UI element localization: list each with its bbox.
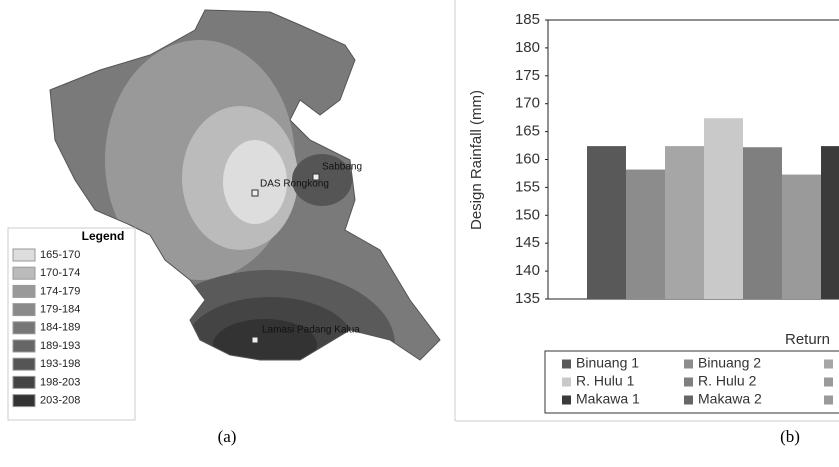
legend-marker: [824, 359, 833, 369]
bar: [821, 146, 839, 299]
map-legend-swatch: [12, 303, 36, 317]
map-legend-label: 189-193: [40, 340, 80, 352]
legend-marker: [824, 395, 833, 405]
y-tick-label: 165: [515, 123, 540, 140]
bar: [626, 169, 665, 299]
legend-marker: [824, 377, 833, 387]
x-axis-label: Return: [785, 331, 830, 348]
legend-label: Binuang 1: [576, 355, 639, 371]
caption: (b): [780, 427, 800, 446]
legend-label: Makawa 1: [576, 391, 640, 407]
bar: [665, 146, 704, 299]
map-legend-swatch: [12, 266, 36, 280]
map-legend-items: 165-170 170-174 174-179 179-184 184-189 189-1…: [12, 248, 80, 408]
place-label: DAS Rongkong: [260, 179, 329, 190]
legend-label: R. Hulu 2: [698, 373, 757, 389]
map-outline: [49, 9, 441, 361]
map-legend-swatch: [12, 375, 36, 389]
legend-marker: [562, 395, 571, 405]
y-tick-label: 140: [515, 262, 540, 279]
legend-label: Makawa 2: [698, 391, 762, 407]
place-marker: [251, 336, 259, 344]
map-legend-label: 198-203: [40, 376, 80, 388]
place-label: Sabbang: [322, 162, 362, 173]
y-tick-label: 175: [515, 67, 540, 84]
place-marker: [251, 189, 259, 197]
bar: [704, 118, 743, 299]
map-legend-label: 165-170: [40, 249, 80, 261]
legend-marker: [684, 377, 693, 387]
map-legend-title: Legend: [82, 229, 125, 243]
map-legend-label: 203-208: [40, 395, 80, 407]
y-tick-label: 170: [515, 95, 540, 112]
map-legend-swatch: [12, 248, 36, 262]
map-legend-swatch: [12, 339, 36, 353]
map-legend-swatch: [12, 284, 36, 298]
legend-marker: [684, 359, 693, 369]
legend-label: R. Hulu 1: [576, 373, 635, 389]
map-legend-label: 174-179: [40, 285, 80, 297]
legend-label: Binuang 2: [698, 355, 761, 371]
map-legend-label: 184-189: [40, 322, 80, 334]
map-legend-label: 193-198: [40, 358, 80, 370]
legend: [544, 350, 839, 414]
y-tick-label: 180: [515, 39, 540, 56]
map-legend-swatch: [12, 357, 36, 371]
y-tick-label: 135: [515, 290, 540, 307]
bar: [743, 147, 782, 299]
y-tick-label: 185: [515, 11, 540, 28]
place-marker: [312, 173, 320, 181]
y-tick-label: 155: [515, 178, 540, 195]
legend-marker: [562, 359, 571, 369]
legend-marker: [562, 377, 571, 387]
place-label: Lamasi Padang Kalua: [262, 325, 360, 336]
y-tick-label: 160: [515, 150, 540, 167]
y-axis-label: Design Rainfall (mm): [468, 90, 485, 230]
legend-marker: [684, 395, 693, 405]
map-legend-label: 179-184: [40, 304, 80, 316]
y-tick-label: 150: [515, 206, 540, 223]
caption: (a): [218, 427, 237, 446]
bar: [587, 146, 626, 299]
map-legend-swatch: [12, 394, 36, 408]
map-legend-swatch: [12, 321, 36, 335]
y-tick-label: 145: [515, 234, 540, 251]
bar: [782, 174, 821, 299]
map-legend-label: 170-174: [40, 267, 80, 279]
